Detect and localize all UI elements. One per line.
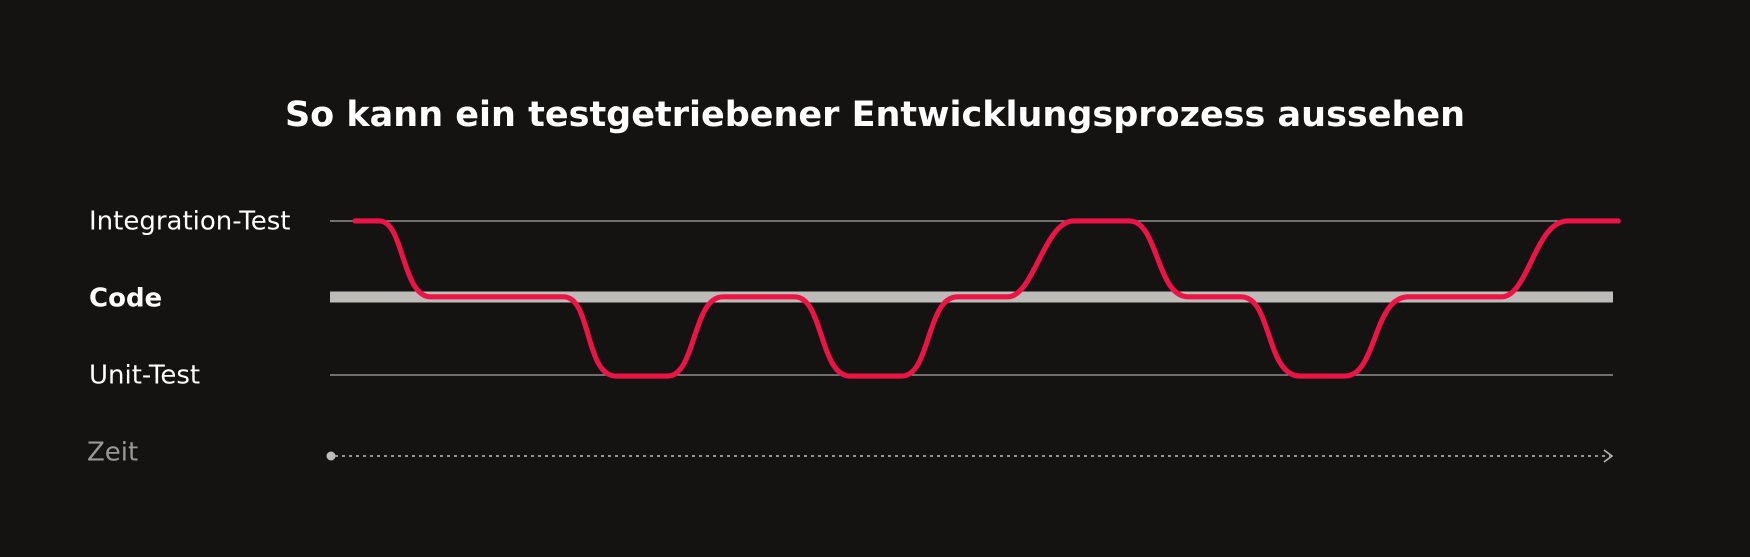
level-label: Unit-Test (89, 361, 200, 391)
title: So kann ein testgetriebener Entwicklungs… (285, 95, 1465, 135)
time-label: Zeit (87, 438, 138, 468)
process-path-group (352, 218, 1621, 379)
level-label: Integration-Test (89, 207, 290, 237)
level-label: Code (89, 284, 162, 314)
process-path (352, 218, 1621, 379)
time-origin (326, 451, 336, 461)
time-arrowhead (1603, 449, 1614, 463)
